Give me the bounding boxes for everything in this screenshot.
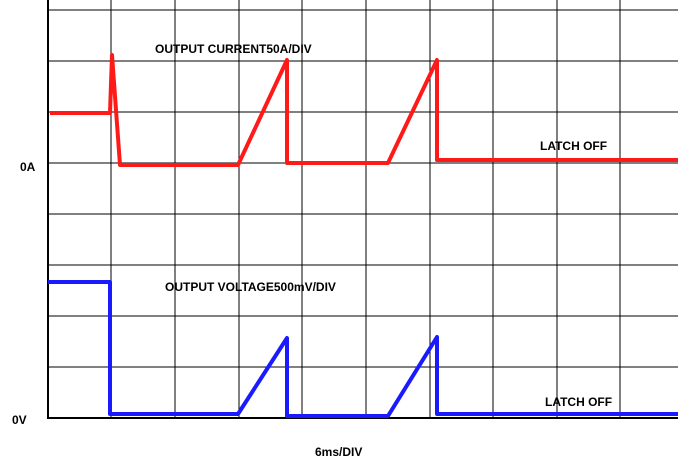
- voltage-latch: LATCH OFF: [545, 395, 612, 409]
- time-label: 6ms/DIV: [315, 445, 362, 458]
- voltage-label: OUTPUT VOLTAGE500mV/DIV: [165, 280, 336, 294]
- current-label: OUTPUT CURRENT50A/DIV: [155, 42, 312, 56]
- voltage-zero: 0V: [12, 413, 27, 427]
- current-zero: 0A: [20, 160, 36, 174]
- grid: [47, 0, 678, 419]
- current-latch: LATCH OFF: [540, 139, 607, 153]
- voltage-trace: [48, 280, 678, 418]
- current-trace: [50, 53, 678, 167]
